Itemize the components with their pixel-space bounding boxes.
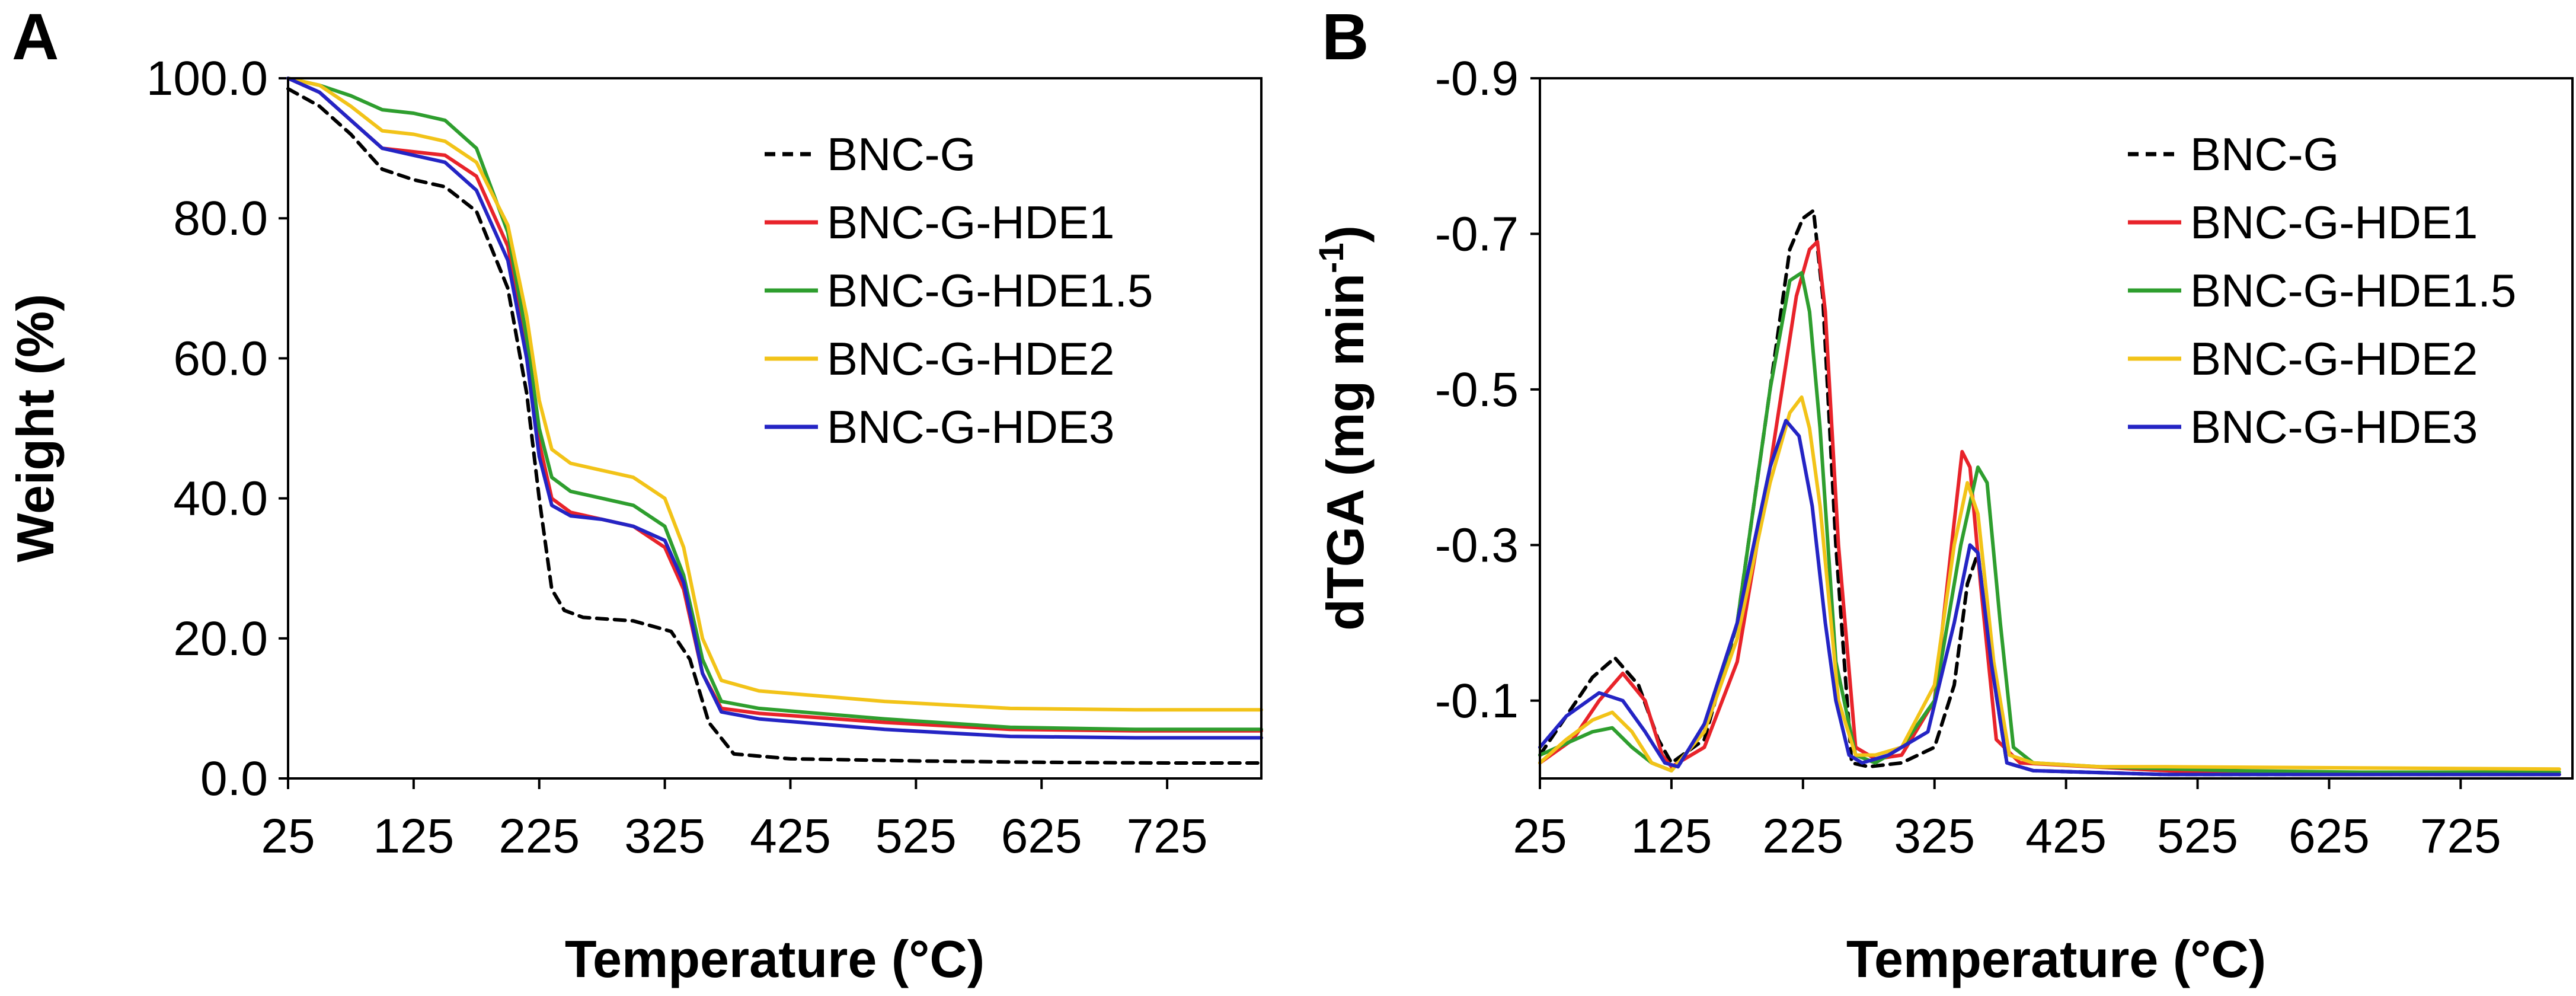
panel-b-legend-label-bnc-g: BNC-G: [2190, 128, 2339, 180]
panel-a-x-axis-title: Temperature (°C): [565, 930, 985, 988]
panel-b-y-axis-title-main: dTGA (mg min: [1316, 273, 1375, 631]
panel-a-series-bnc-g-hde2: [286, 76, 1263, 712]
panel-b-x-tick-label: 25: [1513, 809, 1567, 863]
panel-a-x-tick-label: 25: [261, 809, 315, 863]
panel-b-legend-label-bnc-g-hde1-5: BNC-G-HDE1.5: [2190, 264, 2516, 317]
panel-b-letter: B: [1322, 1, 1369, 74]
panel-b-y-axis-title-superscript: -1: [1312, 242, 1351, 273]
panel-b-y-tick-label: -0.3: [1435, 518, 1519, 572]
panel-b-y-ticks: -0.1 -0.3 -0.5 -0.7 -0.9: [1435, 52, 1540, 728]
panel-b-legend-label-bnc-g-hde3: BNC-G-HDE3: [2190, 401, 2478, 453]
panel-b-legend: BNC-G BNC-G-HDE1 BNC-G-HDE1.5 BNC-G-HDE2 BNC…: [2128, 128, 2516, 453]
panel-b-x-tick-label: 625: [2289, 809, 2370, 863]
panel-b-y-tick-label: -0.1: [1435, 674, 1519, 728]
panel-a-x-tick-label: 325: [624, 809, 705, 863]
panel-a-x-tick-label: 425: [750, 809, 831, 863]
panel-a-y-ticks: 0.0 20.0 40.0 60.0 80.0 100.0: [146, 52, 288, 806]
panel-a-series-bnc-g-hde1-5: [286, 76, 1263, 732]
panel-a-legend-label-bnc-g-hde1-5: BNC-G-HDE1.5: [827, 264, 1153, 317]
panel-a-legend-label-bnc-g-hde1: BNC-G-HDE1: [827, 196, 1114, 248]
panel-b-x-ticks: 25 125 225 325 425 525 625 725: [1513, 778, 2501, 863]
panel-b-y-axis-title-close: ): [1316, 225, 1375, 242]
panel-b-series-bnc-g-hde3: [1538, 419, 2561, 777]
panel-a-y-tick-label: 0.0: [200, 752, 268, 806]
panel-a-x-tick-label: 225: [498, 809, 580, 863]
panel-a-y-tick-label: 80.0: [173, 191, 268, 245]
panel-a-legend-label-bnc-g-hde2: BNC-G-HDE2: [827, 333, 1114, 385]
panel-a-series: [286, 76, 1263, 765]
panel-b-x-tick-label: 725: [2420, 809, 2501, 863]
panel-b-legend-label-bnc-g-hde1: BNC-G-HDE1: [2190, 196, 2478, 248]
panel-a-series-bnc-g-hde3: [286, 76, 1263, 740]
panel-a-letter: A: [12, 1, 59, 74]
panel-b-x-tick-label: 225: [1762, 809, 1843, 863]
panel-b-plot-frame: [1539, 77, 2574, 780]
panel-a-x-tick-label: 525: [875, 809, 957, 863]
panel-b-legend-label-bnc-g-hde2: BNC-G-HDE2: [2190, 333, 2478, 385]
panel-a-x-tick-label: 725: [1127, 809, 1208, 863]
panel-b-x-tick-label: 125: [1631, 809, 1712, 863]
panel-a-y-axis-title: Weight (%): [6, 294, 65, 563]
panel-b-y-tick-label: -0.5: [1435, 363, 1519, 417]
panel-b-series-bnc-g-hde2: [1538, 395, 2561, 772]
panel-b-series-bnc-g-hde1: [1538, 240, 2561, 777]
panel-a-x-tick-label: 125: [373, 809, 454, 863]
panel-a-y-tick-label: 40.0: [173, 472, 268, 526]
panel-a-legend: BNC-G BNC-G-HDE1 BNC-G-HDE1.5 BNC-G-HDE2 BNC…: [765, 128, 1153, 453]
panel-b-x-tick-label: 325: [1894, 809, 1975, 863]
panel-a-x-tick-label: 625: [1001, 809, 1082, 863]
panel-a-y-tick-label: 60.0: [173, 331, 268, 385]
panel-b-x-axis-title: Temperature (°C): [1846, 930, 2266, 988]
panel-a-series-bnc-g-hde1: [286, 76, 1263, 733]
panel-b-x-tick-label: 525: [2157, 809, 2238, 863]
panel-b-y-tick-label: -0.7: [1435, 207, 1519, 261]
panel-a-series-bnc-g: [286, 87, 1263, 765]
panel-b-y-axis-title: dTGA (mg min-1): [1312, 225, 1375, 631]
panel-a-legend-label-bnc-g-hde3: BNC-G-HDE3: [827, 401, 1114, 453]
panel-b-dtga-chart: B 25 125 225 325 425 525 625 725 -0.1-0.3-0.5-0…: [1312, 1, 2574, 988]
panel-a-legend-label-bnc-g: BNC-G: [827, 128, 976, 180]
panel-a-x-ticks: 25 125 225 325 425 525 625 725: [261, 778, 1208, 863]
panel-b-x-tick-label: 425: [2025, 809, 2107, 863]
panel-a-plot-frame: [287, 77, 1263, 780]
panel-b-y-tick-label: -0.9: [1435, 52, 1519, 106]
panel-a-weight-chart: A 25 125 225 325 425 525 625 725 0.0 20.0 40.0 60.…: [6, 1, 1263, 988]
panel-a-y-tick-label: 20.0: [173, 612, 268, 666]
panel-a-y-tick-label: 100.0: [146, 52, 268, 106]
panel-b-series: [1538, 209, 2561, 777]
